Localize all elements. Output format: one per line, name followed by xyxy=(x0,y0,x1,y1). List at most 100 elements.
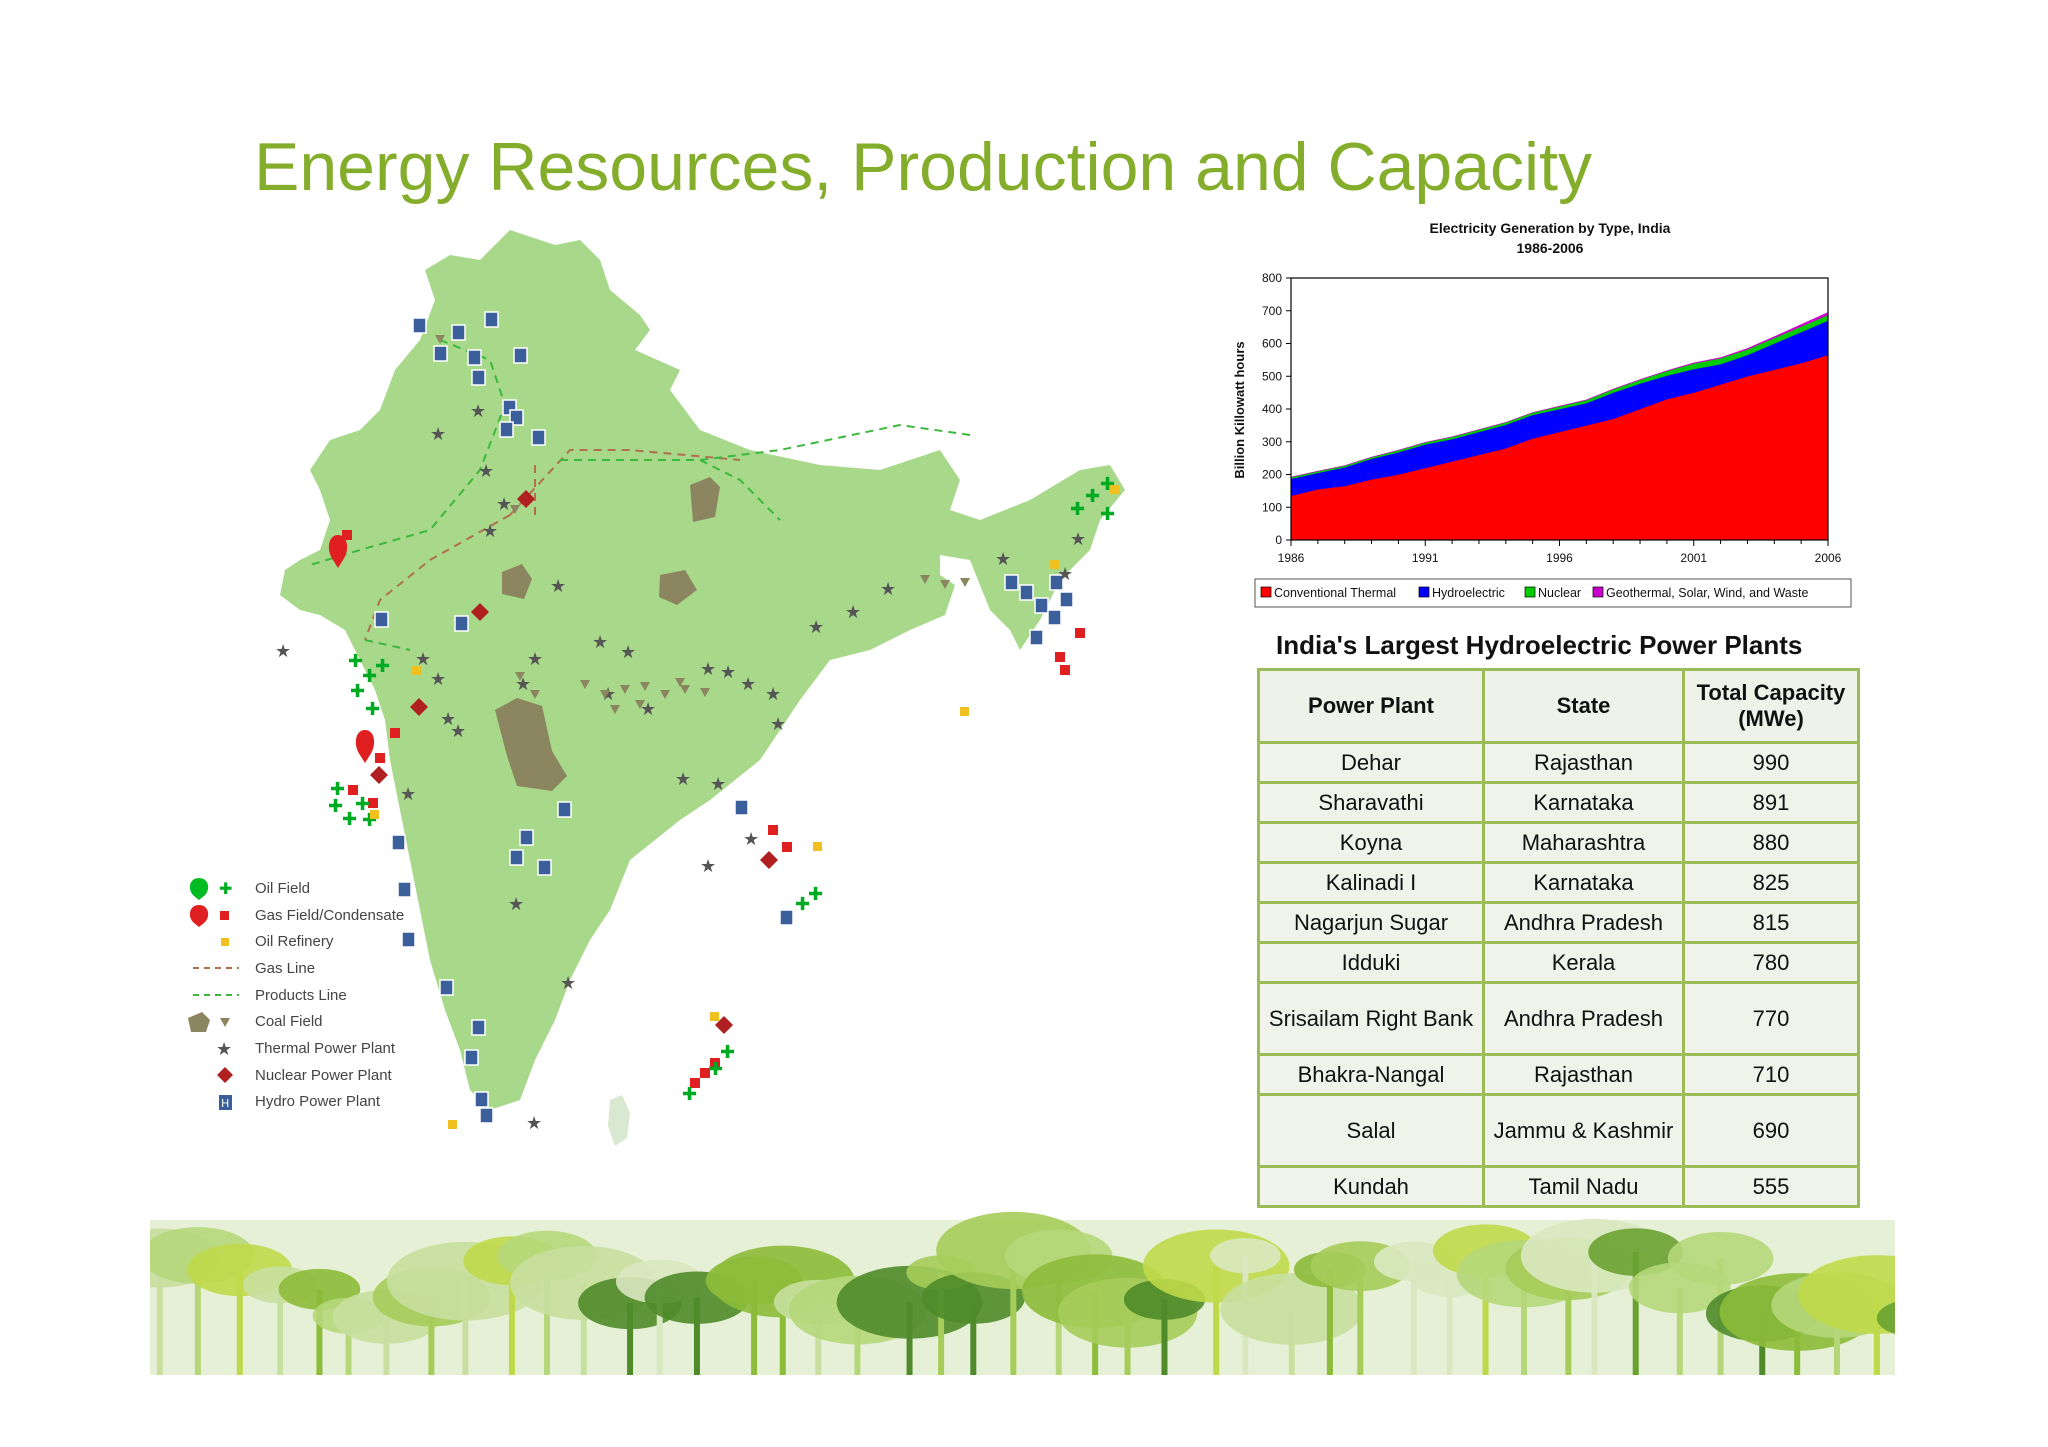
legend-swatch xyxy=(1592,586,1604,598)
y-tick-label: 100 xyxy=(1262,500,1282,514)
tree-crown xyxy=(1798,1255,1895,1334)
svg-text:★: ★ xyxy=(496,494,512,515)
x-tick-label: 1996 xyxy=(1546,551,1573,565)
svg-text:★: ★ xyxy=(740,674,756,695)
cell-power-plant: Salal xyxy=(1257,1093,1485,1168)
svg-text:✚: ✚ xyxy=(330,779,345,800)
tree-trunk xyxy=(656,1281,663,1375)
cell-power-plant: Bhakra-Nangal xyxy=(1257,1053,1485,1096)
tree-trunk xyxy=(580,1282,587,1375)
svg-text:★: ★ xyxy=(526,1113,542,1134)
cell-power-plant: Kalinadi I xyxy=(1257,861,1485,904)
svg-text:★: ★ xyxy=(216,1039,232,1060)
tree-crown xyxy=(1667,1232,1774,1285)
svg-text:★: ★ xyxy=(600,684,616,705)
cell-capacity: 880 xyxy=(1682,821,1860,864)
coal-field-areas xyxy=(495,477,720,791)
cell-capacity: 555 xyxy=(1682,1165,1860,1208)
products-lines xyxy=(309,339,971,651)
tree-trunk xyxy=(815,1302,822,1375)
svg-text:★: ★ xyxy=(482,521,498,542)
cell-power-plant: Idduki xyxy=(1257,941,1485,984)
legend-entry-label: Hydroelectric xyxy=(1432,586,1505,600)
svg-text:✚: ✚ xyxy=(350,681,365,702)
x-tick-label: 1991 xyxy=(1412,551,1439,565)
legend-item-nuclear-plant: Nuclear Power Plant xyxy=(185,1062,445,1089)
y-tick-label: 400 xyxy=(1262,402,1282,416)
tree-trunk xyxy=(693,1297,700,1375)
svg-text:★: ★ xyxy=(710,774,726,795)
svg-text:★: ★ xyxy=(743,829,759,850)
legend-item-coal-field: Coal Field xyxy=(185,1008,445,1035)
x-tick-label: 2001 xyxy=(1680,551,1707,565)
svg-text:★: ★ xyxy=(720,662,736,683)
table-row: Sharavathi Karnataka 891 xyxy=(1257,781,1860,824)
legend-label: Gas Line xyxy=(255,959,316,977)
legend-item-oil-field: ✚ Oil Field xyxy=(185,875,445,902)
y-tick-label: 800 xyxy=(1262,271,1282,285)
tree-trunk xyxy=(428,1297,435,1375)
tree-trunk xyxy=(156,1258,163,1375)
tree-trunk xyxy=(1326,1269,1333,1375)
legend-item-gas-line: Gas Line xyxy=(185,955,445,982)
tree-crown xyxy=(1210,1238,1281,1274)
svg-text:★: ★ xyxy=(770,714,786,735)
nuclear-plant-icon xyxy=(217,1067,233,1084)
legend-entry-label: Nuclear xyxy=(1538,586,1581,600)
cell-power-plant: Koyna xyxy=(1257,821,1485,864)
nuclear-plant-markers xyxy=(370,490,778,1034)
tree-trunk xyxy=(751,1280,758,1375)
svg-text:✚: ✚ xyxy=(808,884,823,905)
cell-capacity: 780 xyxy=(1682,941,1860,984)
svg-text:✚: ✚ xyxy=(219,879,232,898)
tree-trunk xyxy=(1632,1252,1639,1375)
india-energy-map: ★★★ ★★★ ★ ★★ ★★★ ★ ★★ ★★ ★ ★ ★★ ★★★ ★★★ ★★★ … xyxy=(275,230,1125,1146)
tree-trunk xyxy=(938,1272,945,1375)
legend-item-gas-field: Gas Field/Condensate xyxy=(185,902,445,929)
tree-trunk xyxy=(462,1281,469,1375)
legend-item-hydro-plant: H Hydro Power Plant xyxy=(185,1089,445,1116)
table-row: Bhakra-Nangal Rajasthan 710 xyxy=(1257,1053,1860,1096)
svg-text:✚: ✚ xyxy=(682,1084,697,1105)
oil-refinery-icon xyxy=(221,937,229,946)
svg-text:✚: ✚ xyxy=(375,656,390,677)
cell-power-plant: Kundah xyxy=(1257,1165,1485,1208)
x-tick-label: 2006 xyxy=(1815,551,1842,565)
col-header-state: State xyxy=(1482,668,1685,744)
electricity-generation-chart: Electricity Generation by Type, India 19… xyxy=(1232,220,1852,608)
cell-capacity: 990 xyxy=(1682,741,1860,784)
slide-title: Energy Resources, Production and Capacit… xyxy=(254,129,1593,205)
forest-banner xyxy=(150,1211,1895,1375)
cell-state: Jammu & Kashmir xyxy=(1482,1093,1685,1168)
tree-trunk xyxy=(627,1303,634,1375)
svg-text:★: ★ xyxy=(527,649,543,670)
svg-text:✚: ✚ xyxy=(1070,499,1085,520)
table-body: Dehar Rajasthan 990 Sharavathi Karnataka 891 K… xyxy=(1257,741,1860,1208)
svg-text:★: ★ xyxy=(430,424,446,445)
svg-text:★: ★ xyxy=(400,784,416,805)
table-row: Srisailam Right Bank Andhra Pradesh 770 xyxy=(1257,981,1860,1056)
legend-label: Coal Field xyxy=(255,1013,323,1031)
gas-field-icon xyxy=(189,905,229,928)
legend-label: Gas Field/Condensate xyxy=(255,906,405,924)
tree-trunk xyxy=(1482,1250,1489,1375)
tree-trunk xyxy=(345,1315,352,1375)
cell-capacity: 891 xyxy=(1682,781,1860,824)
tree-trunk xyxy=(1873,1294,1880,1375)
tree-trunk xyxy=(316,1289,323,1375)
sri-lanka xyxy=(608,1095,630,1146)
cell-state: Andhra Pradesh xyxy=(1482,981,1685,1056)
tree-trunk xyxy=(508,1260,515,1375)
svg-text:★: ★ xyxy=(880,579,896,600)
legend-item-thermal-plant: ★ Thermal Power Plant xyxy=(185,1035,445,1062)
svg-text:★: ★ xyxy=(1057,564,1073,585)
y-tick-label: 300 xyxy=(1262,435,1282,449)
cell-state: Andhra Pradesh xyxy=(1482,901,1685,944)
cell-state: Karnataka xyxy=(1482,861,1685,904)
svg-text:★: ★ xyxy=(515,674,531,695)
legend-item-products-line: Products Line xyxy=(185,982,445,1009)
tree-trunk xyxy=(383,1316,390,1375)
tree-crown xyxy=(1876,1302,1895,1335)
table-row: Salal Jammu & Kashmir 690 xyxy=(1257,1093,1860,1168)
thermal-plant-icon: ★ xyxy=(216,1039,232,1060)
